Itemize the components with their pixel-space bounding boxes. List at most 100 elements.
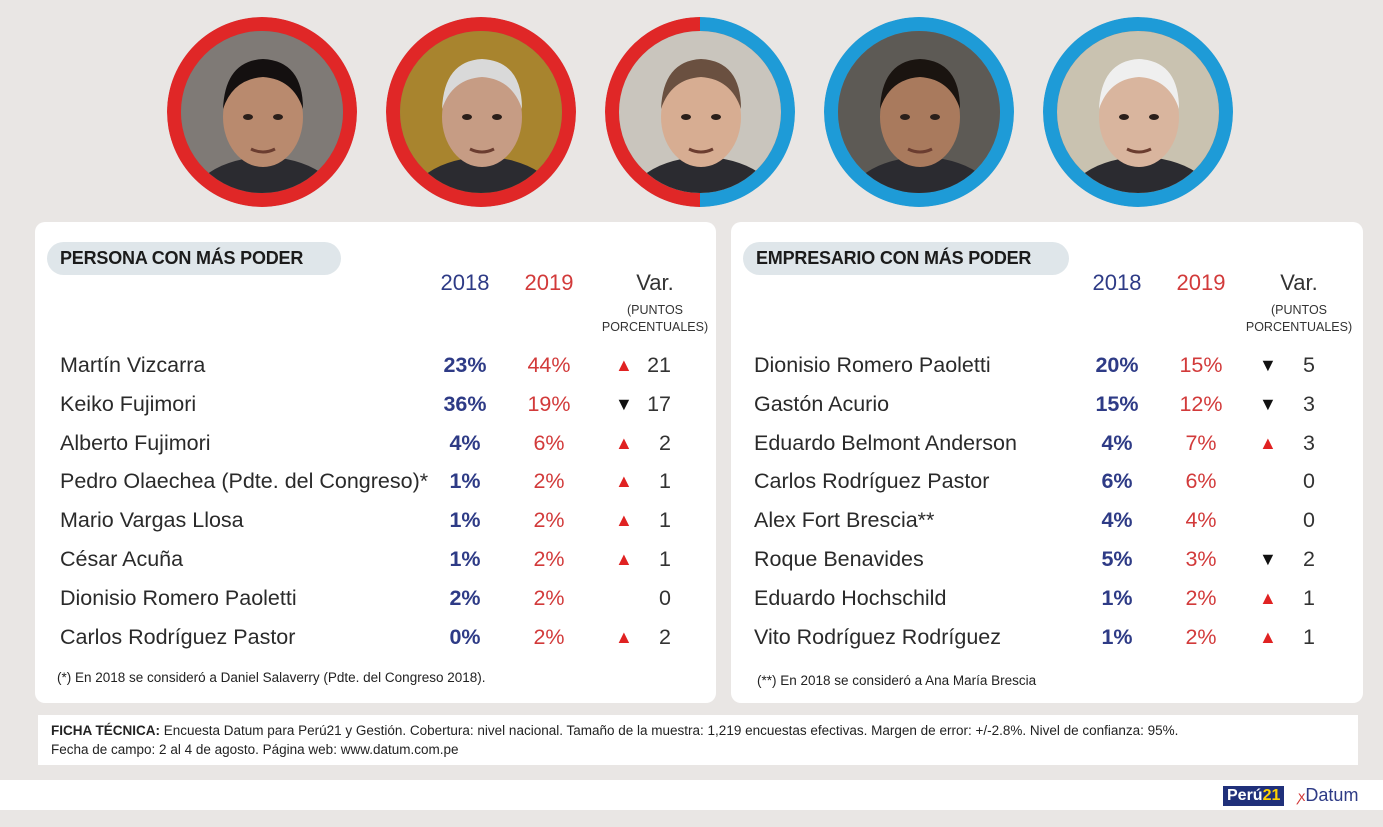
footer-bar: Perú21 ꭗDatum bbox=[0, 780, 1383, 810]
portrait-photo bbox=[181, 31, 343, 193]
row-value-2019: 44% bbox=[527, 353, 571, 377]
row-name: Dionisio Romero Paoletti bbox=[754, 353, 991, 377]
peru21-logo-word: Perú bbox=[1227, 787, 1263, 804]
peru21-logo-number: 21 bbox=[1262, 787, 1281, 804]
table-row: Pedro Olaechea (Pdte. del Congreso)* 1% 2%… bbox=[60, 462, 716, 500]
persona-title: PERSONA CON MÁS PODER bbox=[47, 242, 342, 275]
row-value-2019: 15% bbox=[1179, 353, 1223, 377]
table-row: Dionisio Romero Paoletti 20% 15% ▼ 5 bbox=[754, 346, 1363, 384]
col-header-2019: 2019 bbox=[1176, 270, 1226, 295]
row-name: Eduardo Hochschild bbox=[754, 585, 947, 610]
row-value-2018: 1% bbox=[449, 469, 481, 494]
table-row: Gastón Acurio 15% 12% ▼ 3 bbox=[754, 385, 1363, 423]
table-row: César Acuña 1% 2% ▲ 1 bbox=[60, 540, 716, 578]
table-row: Carlos Rodríguez Pastor 0% 2% ▲ 2 bbox=[60, 618, 716, 656]
portrait-photo bbox=[400, 31, 562, 193]
portrait-pedro-olaechea bbox=[386, 17, 576, 207]
down-triangle-icon: ▼ bbox=[1259, 355, 1277, 375]
row-variation: 1 bbox=[659, 547, 671, 571]
row-value-2018: 4% bbox=[1101, 430, 1133, 455]
row-value-2019: 4% bbox=[1185, 508, 1217, 533]
row-name: Vito Rodríguez Rodríguez bbox=[754, 624, 1001, 649]
down-triangle-icon: ▼ bbox=[1259, 393, 1277, 414]
portrait-photo bbox=[1057, 31, 1219, 193]
row-value-2018: 15% bbox=[1095, 391, 1139, 416]
row-name: Dionisio Romero Paoletti bbox=[60, 585, 297, 610]
row-variation: 1 bbox=[659, 469, 671, 494]
table-row: Vito Rodríguez Rodríguez 1% 2% ▲ 1 bbox=[754, 618, 1363, 656]
up-triangle-icon: ▲ bbox=[615, 355, 633, 375]
row-value-2019: 6% bbox=[1185, 469, 1217, 494]
col-header-var: Var. bbox=[636, 270, 674, 295]
table-footnote: (**) En 2018 se consideró a Ana María Br… bbox=[757, 673, 1037, 688]
row-value-2018: 4% bbox=[1101, 508, 1133, 533]
portrait-photo bbox=[838, 31, 1000, 193]
row-name: Roque Benavides bbox=[754, 547, 924, 571]
row-name: Keiko Fujimori bbox=[60, 391, 197, 416]
table-row: Mario Vargas Llosa 1% 2% ▲ 1 bbox=[60, 501, 716, 539]
row-value-2019: 19% bbox=[527, 391, 571, 416]
var-subtitle-1: (PUNTOS bbox=[626, 303, 684, 317]
row-value-2018: 1% bbox=[1101, 624, 1133, 649]
portrait-photo bbox=[619, 31, 781, 193]
var-subtitle-1: (PUNTOS bbox=[1270, 303, 1328, 317]
row-value-2018: 4% bbox=[449, 430, 481, 455]
table-row: Eduardo Hochschild 1% 2% ▲ 1 bbox=[754, 579, 1363, 617]
row-name: Carlos Rodríguez Pastor bbox=[754, 469, 990, 494]
row-name: Martín Vizcarra bbox=[60, 353, 206, 377]
row-value-2019: 7% bbox=[1185, 430, 1217, 455]
up-triangle-icon: ▲ bbox=[615, 432, 633, 453]
col-header-2019: 2019 bbox=[524, 270, 574, 295]
row-variation: 2 bbox=[659, 624, 671, 649]
row-name: César Acuña bbox=[60, 547, 184, 571]
var-subtitle-2: PORCENTUALES) bbox=[1245, 320, 1353, 334]
col-header-2018: 2018 bbox=[440, 270, 490, 295]
row-name: Carlos Rodríguez Pastor bbox=[60, 624, 296, 649]
row-value-2019: 3% bbox=[1185, 547, 1217, 571]
row-value-2018: 23% bbox=[443, 353, 487, 377]
row-value-2018: 2% bbox=[449, 585, 481, 610]
row-value-2018: 6% bbox=[1101, 469, 1133, 494]
row-variation: 0 bbox=[1303, 469, 1315, 494]
row-variation: 17 bbox=[647, 391, 671, 416]
up-triangle-icon: ▲ bbox=[1259, 432, 1277, 453]
row-value-2019: 2% bbox=[533, 508, 565, 533]
table-row: Alberto Fujimori 4% 6% ▲ 2 bbox=[60, 424, 716, 462]
table-row: Martín Vizcarra 23% 44% ▲ 21 bbox=[60, 346, 716, 384]
row-value-2019: 6% bbox=[533, 430, 565, 455]
panel-persona: PERSONA CON MÁS PODER 2018 2019 Var. (PUNTO… bbox=[35, 222, 716, 703]
row-variation: 3 bbox=[1303, 391, 1315, 416]
portrait-half-red-blue bbox=[605, 17, 795, 207]
col-header-var: Var. bbox=[1280, 270, 1318, 295]
table-row: Roque Benavides 5% 3% ▼ 2 bbox=[754, 540, 1363, 578]
row-value-2018: 0% bbox=[449, 624, 481, 649]
row-name: Gastón Acurio bbox=[754, 391, 890, 416]
row-variation: 1 bbox=[1303, 624, 1315, 649]
table-row: Eduardo Belmont Anderson 4% 7% ▲ 3 bbox=[754, 424, 1363, 462]
row-variation: 1 bbox=[659, 508, 671, 533]
portrait-keiko-fujimori bbox=[167, 17, 357, 207]
ficha-line-2: Fecha de campo: 2 al 4 de agosto. Página… bbox=[51, 742, 459, 757]
portrait-gaston-acurio bbox=[824, 17, 1014, 207]
row-variation: 2 bbox=[659, 430, 671, 455]
datum-mark-icon: ꭗ bbox=[1298, 788, 1306, 804]
row-variation: 5 bbox=[1303, 353, 1315, 377]
table-row: Carlos Rodríguez Pastor 6% 6% 0 bbox=[754, 462, 1363, 500]
row-value-2019: 2% bbox=[1185, 624, 1217, 649]
row-name: Pedro Olaechea (Pdte. del Congreso)* bbox=[60, 469, 429, 494]
peru21-logo: Perú21 bbox=[1223, 786, 1285, 806]
row-variation: 1 bbox=[1303, 585, 1315, 610]
up-triangle-icon: ▲ bbox=[1259, 587, 1277, 608]
datum-logo-word: Datum bbox=[1305, 785, 1359, 805]
down-triangle-icon: ▼ bbox=[1259, 549, 1277, 569]
ficha-text-1: Encuesta Datum para Perú21 y Gestión. Co… bbox=[160, 723, 1179, 738]
panel-empresario: EMPRESARIO CON MÁS PODER 2018 2019 Var. (PU… bbox=[731, 222, 1363, 703]
row-variation: 2 bbox=[1303, 547, 1315, 571]
ficha-label: FICHA TÉCNICA: bbox=[51, 723, 160, 738]
portraits-row bbox=[0, 0, 1383, 215]
var-subtitle-2: PORCENTUALES) bbox=[601, 320, 709, 334]
ficha-line-1: FICHA TÉCNICA: Encuesta Datum para Perú2… bbox=[51, 723, 1178, 738]
table-row: Dionisio Romero Paoletti 2% 2% 0 bbox=[60, 579, 716, 617]
up-triangle-icon: ▲ bbox=[615, 510, 633, 531]
ficha-tecnica: FICHA TÉCNICA: Encuesta Datum para Perú2… bbox=[38, 715, 1358, 765]
